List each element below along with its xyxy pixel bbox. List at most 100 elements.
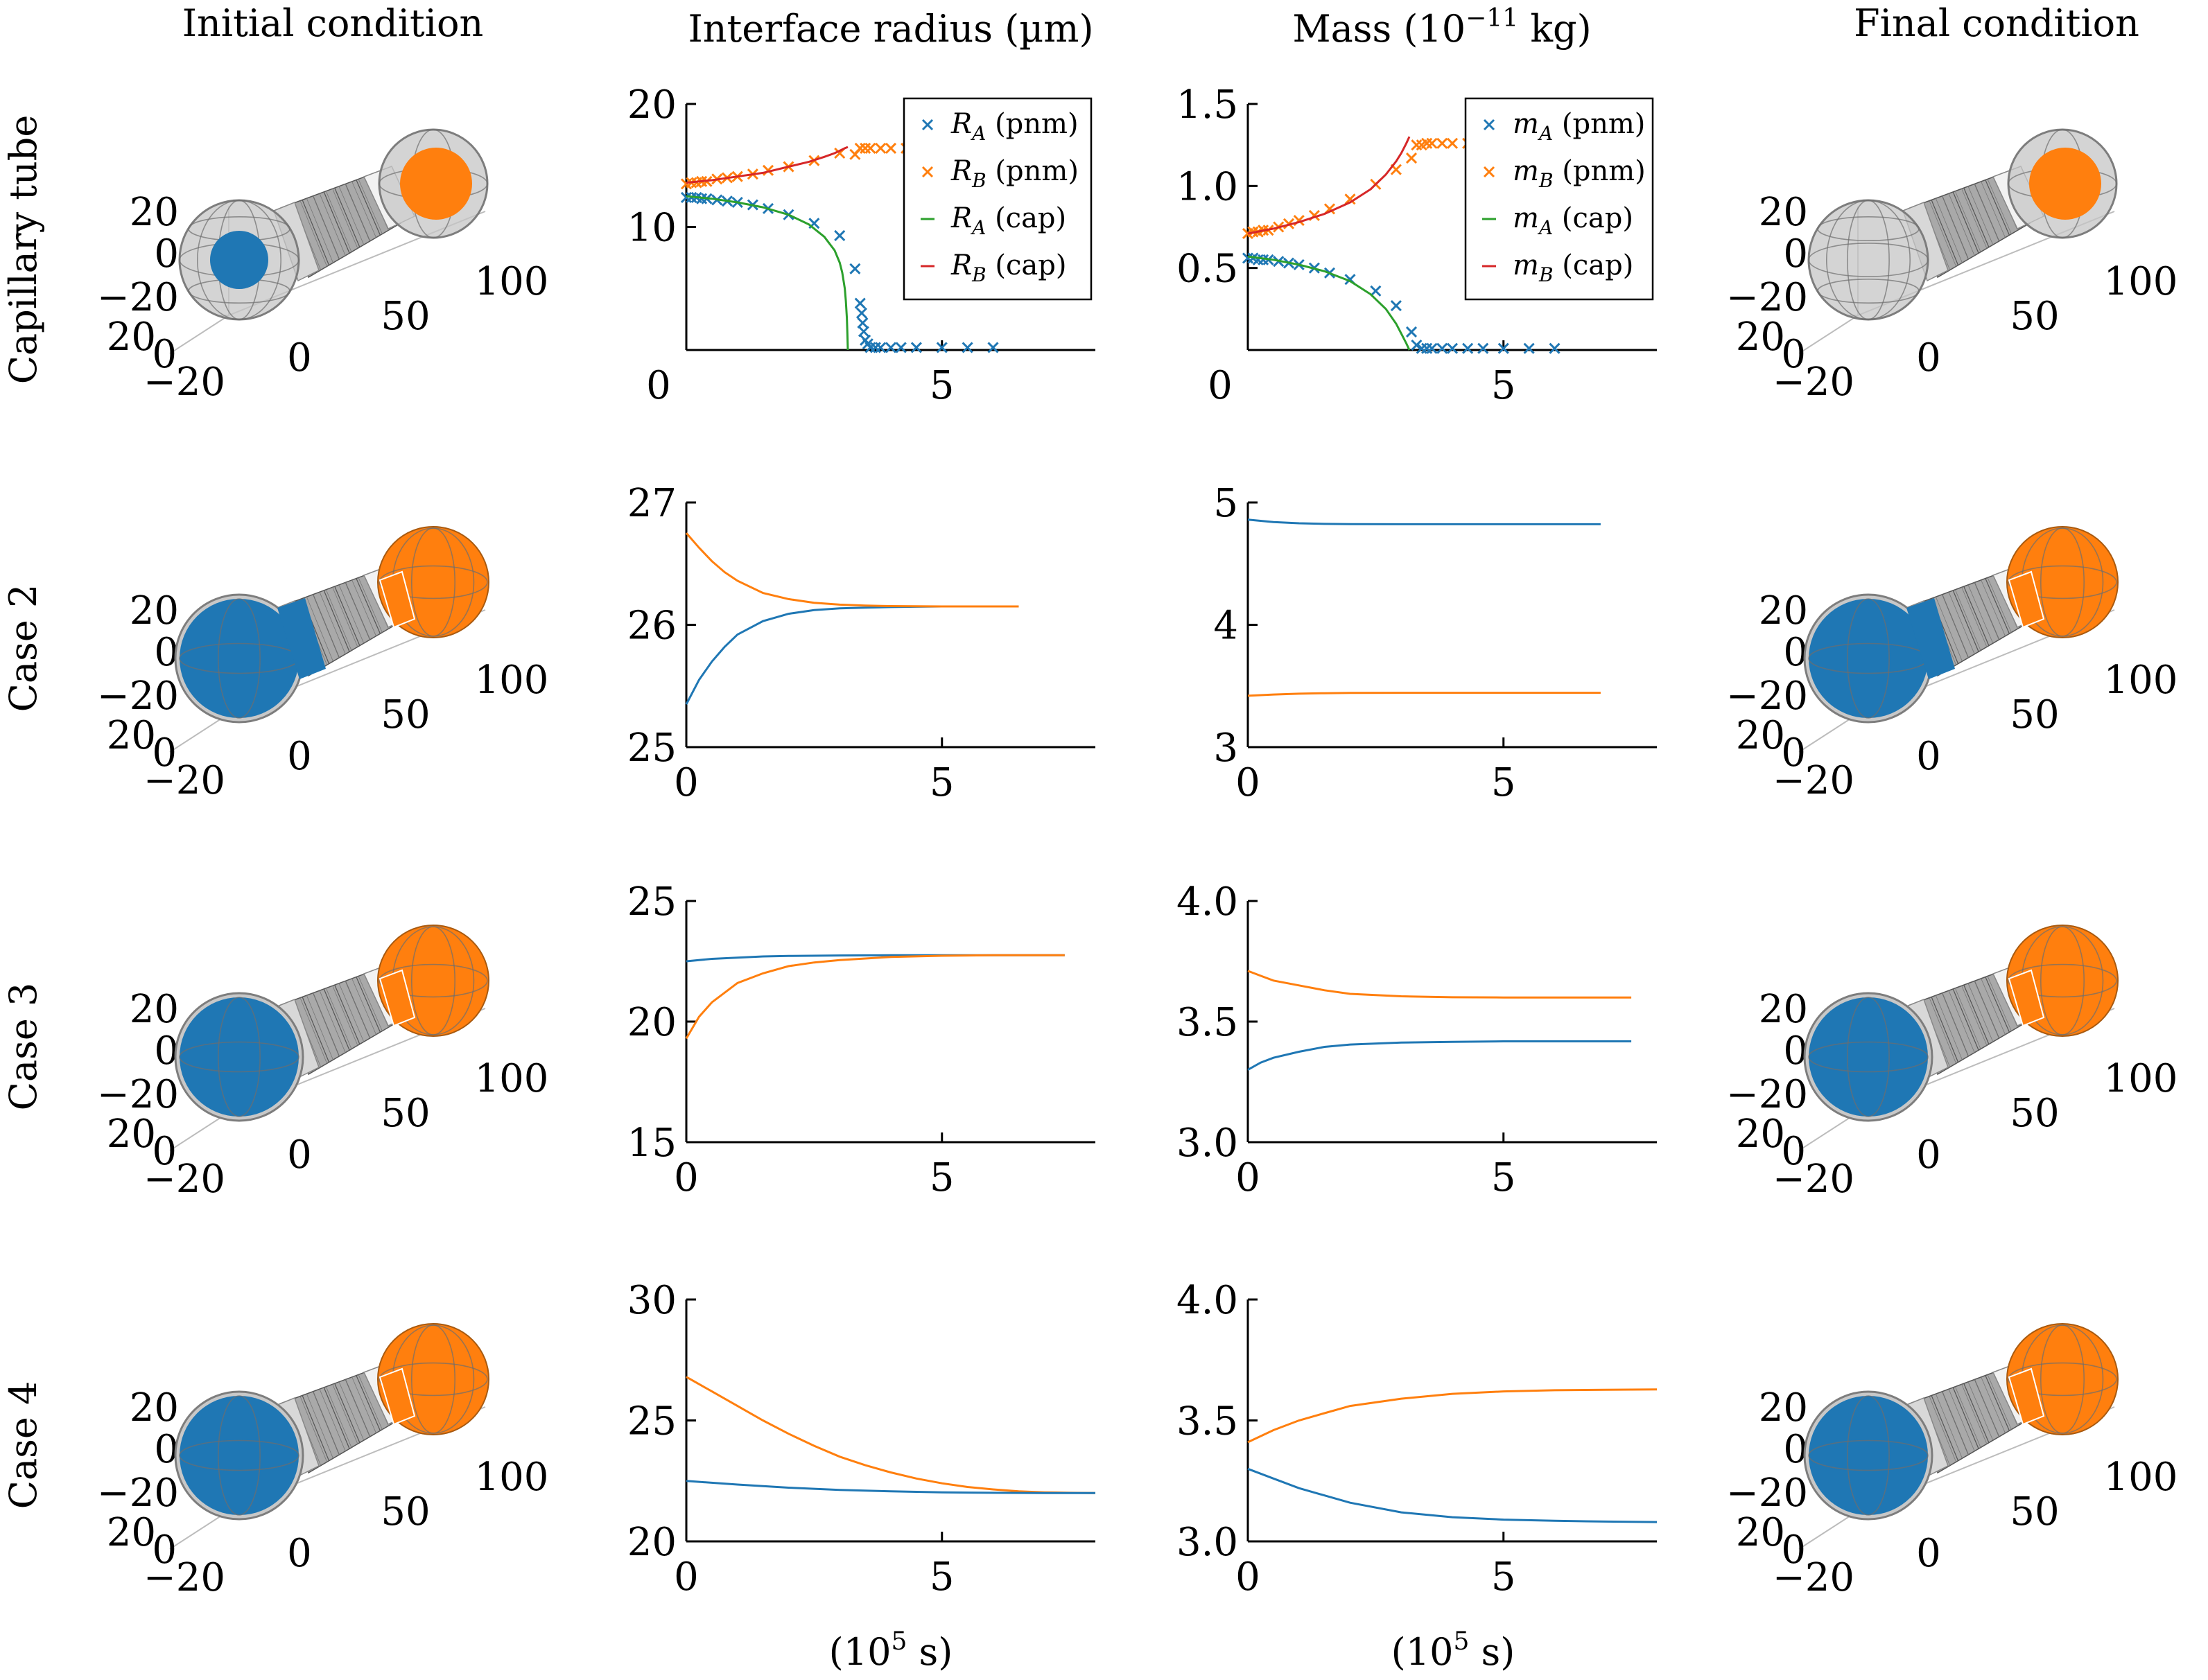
- sphere-mesh-line: [1808, 243, 1929, 277]
- data-point-marker: [987, 342, 999, 353]
- tube-mesh-line: [334, 586, 360, 646]
- y-tick-label: 20: [1736, 1112, 1785, 1157]
- tube-mesh-line: [356, 977, 381, 1033]
- header-mass-exponent: −11: [1466, 4, 1518, 33]
- x-tick-label: 50: [2010, 1489, 2059, 1534]
- z-tick-label: −20: [1726, 1072, 1808, 1117]
- z-tick-label: 20: [130, 190, 179, 235]
- tube-mesh-line: [1985, 1375, 2010, 1431]
- tube-mesh-line: [1981, 579, 2006, 636]
- legend-marker-blue: [921, 119, 934, 131]
- tube-mesh-line: [1967, 584, 1994, 644]
- x-tick-label: 100: [2104, 658, 2178, 703]
- x-tick-label: 0: [1916, 734, 1941, 779]
- series-blue-line: [686, 1480, 1095, 1494]
- legend-label-rest: (pnm): [1554, 155, 1646, 187]
- legend-label-green: RA (cap): [950, 202, 1066, 239]
- x-tick-label: 100: [2104, 1056, 2178, 1101]
- x-tick-label: 5: [930, 1155, 955, 1200]
- tube-mesh-line: [1954, 191, 1981, 252]
- tube-mesh-line: [334, 984, 360, 1044]
- data-point-marker: [910, 342, 922, 353]
- tube-mesh-line: [1935, 198, 1963, 263]
- data-point-marker: [834, 229, 846, 241]
- legend-label-symbol: R: [950, 155, 972, 187]
- header-mass-prefix: Mass (10: [1292, 7, 1466, 51]
- z-tick-label: 20: [130, 588, 179, 633]
- time-axis-label-mass-exponent: 5: [1453, 1627, 1469, 1656]
- z-tick-label: −20: [1726, 1471, 1808, 1516]
- data-point-marker: [864, 142, 876, 154]
- series-blue-line: [1247, 1467, 1658, 1523]
- pore-b-throat-fill: [2008, 1367, 2045, 1426]
- tube-mesh-line: [356, 180, 381, 236]
- tube-mesh-line: [1954, 988, 1981, 1049]
- pore-b-sphere: [377, 526, 489, 638]
- series-green-line: [686, 195, 849, 351]
- legend-marker-blue: [1483, 119, 1495, 131]
- y-tick-label: 0: [1208, 363, 1233, 408]
- data-point-marker: [854, 297, 866, 309]
- data-point-marker: [1405, 152, 1418, 164]
- tube-mesh-line: [351, 1376, 376, 1433]
- series-red-line: [1247, 136, 1411, 235]
- tube-mesh-line: [1967, 1381, 1994, 1441]
- legend-label-symbol: m: [1513, 250, 1539, 281]
- series-blue-line: [1247, 518, 1601, 525]
- header-mass: Mass (10−11 kg): [1292, 4, 1591, 51]
- header-final-condition: Final condition: [1854, 1, 2139, 45]
- x-tick-label: 100: [475, 1455, 549, 1500]
- data-point-marker: [1436, 137, 1448, 149]
- sphere-mesh-line: [1847, 598, 1890, 719]
- x-tick-label: 5: [1491, 760, 1516, 805]
- legend-label-rest: (pnm): [986, 155, 1079, 187]
- y-tick-label: 0: [1781, 730, 1806, 776]
- legend-label-subscript: A: [970, 122, 986, 145]
- legend-label-subscript: B: [1538, 169, 1554, 192]
- y-tick-label: 25: [627, 726, 677, 771]
- tube-mesh-line: [358, 976, 383, 1031]
- chart-radius-row-1: 0102005RA (pnm)RB (pnm)RA (cap)RB (cap): [627, 82, 1095, 408]
- series-orange-line: [685, 532, 1019, 608]
- time-axis-label-mass: (105 s): [1391, 1627, 1515, 1674]
- tube-mesh-line: [345, 582, 371, 640]
- data-point-marker: [1426, 342, 1438, 354]
- z-tick-label: −20: [1726, 275, 1808, 320]
- geometry-panels: 200−20200−20050100200−20200−20050100200−…: [97, 128, 2178, 1600]
- sphere-mesh-line: [379, 1362, 488, 1397]
- data-point-marker: [1497, 342, 1509, 354]
- sphere-mesh-line: [1808, 1041, 1929, 1073]
- z-tick-label: −20: [1726, 674, 1808, 719]
- legend-label-symbol: R: [950, 108, 972, 140]
- y-tick-label: 3.0: [1176, 1121, 1238, 1166]
- pore-b-sphere: [2006, 1323, 2119, 1435]
- tube-mesh-line: [1974, 981, 2000, 1039]
- x-tick-label: 0: [1235, 1155, 1260, 1200]
- tube-mesh-line: [1952, 191, 1979, 254]
- tube-mesh-line: [1929, 200, 1956, 267]
- y-tick-label: 5: [1213, 481, 1238, 526]
- data-point-marker: [1462, 342, 1474, 354]
- legend-label-orange: mB (pnm): [1513, 155, 1646, 192]
- pore-a-sphere: [174, 593, 304, 724]
- data-point-marker: [849, 263, 861, 274]
- tube-mesh-line: [332, 587, 358, 647]
- data-point-marker: [855, 307, 868, 319]
- legend-label-symbol: m: [1513, 108, 1539, 140]
- y-tick-label: 1.5: [1176, 82, 1238, 128]
- tube-mesh-line: [1952, 988, 1979, 1051]
- tube-mesh-line: [1931, 1395, 1959, 1461]
- sphere-mesh-line: [1817, 216, 1920, 241]
- data-point-marker: [1405, 326, 1418, 338]
- pore-b-sphere: [2006, 925, 2119, 1037]
- data-point-marker: [885, 142, 897, 154]
- x-tick-label: 50: [381, 294, 430, 339]
- y-tick-label: 20: [107, 1112, 156, 1157]
- data-point-marker: [885, 342, 897, 353]
- pore-b-throat-fill: [379, 1367, 416, 1426]
- header-initial-condition: Initial condition: [182, 1, 484, 45]
- tube-mesh-line: [1967, 186, 1994, 245]
